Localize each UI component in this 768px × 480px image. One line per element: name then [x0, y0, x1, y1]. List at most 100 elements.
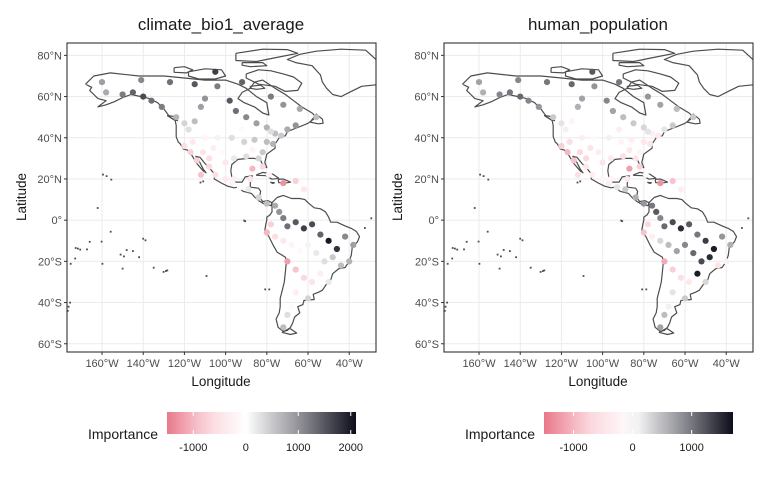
island-mark: [529, 266, 532, 269]
data-point: [103, 89, 110, 96]
data-point: [259, 149, 266, 156]
island-mark: [451, 257, 454, 260]
data-point: [657, 324, 664, 331]
data-point: [280, 237, 287, 244]
island-mark: [446, 262, 449, 265]
data-point: [193, 157, 200, 164]
data-point: [350, 241, 357, 248]
data-point: [723, 258, 730, 265]
data-point: [181, 120, 188, 127]
data-point: [653, 208, 660, 215]
data-point: [300, 274, 307, 281]
island-mark: [542, 270, 544, 272]
data-point: [140, 93, 147, 100]
coastline: [543, 114, 556, 122]
island-mark: [125, 249, 128, 251]
data-point: [197, 171, 204, 178]
data-point: [591, 83, 598, 90]
data-point: [191, 81, 198, 88]
island-mark: [77, 247, 79, 250]
legend-tick-label: -1000: [559, 442, 587, 454]
y-tick-label: 40°N: [37, 133, 62, 145]
legend-title: Importance: [465, 426, 535, 442]
legend-ticks: -1000 0 1000 2000: [179, 412, 363, 454]
x-tick-label: 40°W: [713, 358, 741, 370]
data-point: [249, 165, 256, 172]
legend-ticks: -1000 0 1000: [559, 412, 704, 454]
island-mark: [579, 180, 582, 183]
coastline-map: [444, 48, 753, 336]
data-point: [657, 215, 664, 222]
legend-tick-label: 2000: [339, 442, 363, 454]
data-point: [636, 149, 643, 156]
y-tick-label: 60°S: [415, 339, 439, 351]
data-point: [690, 114, 697, 121]
data-points: [98, 68, 357, 331]
island-mark: [123, 255, 125, 258]
y-tick-label: 80°N: [37, 50, 62, 62]
data-point: [267, 93, 274, 100]
coastline: [626, 84, 643, 90]
data-point: [284, 223, 291, 230]
data-point: [673, 248, 680, 255]
data-point: [292, 122, 299, 129]
legend-colorbar: [167, 412, 356, 434]
y-tick-label: 0°: [51, 215, 62, 227]
island-mark: [456, 248, 459, 251]
data-point: [292, 266, 299, 273]
data-point: [278, 132, 285, 139]
data-point: [284, 258, 291, 265]
island-mark: [142, 237, 145, 240]
island-mark: [88, 240, 91, 243]
island-mark: [264, 288, 267, 291]
data-point: [714, 262, 722, 269]
data-point: [661, 223, 668, 230]
y-axis-ticks: 80°N 60°N 40°N 20°N 0° 20°S 40°S 60°S: [37, 50, 67, 351]
data-point: [677, 186, 685, 193]
x-tick-label: 120°W: [168, 358, 202, 370]
coastline: [249, 84, 266, 90]
island-mark: [105, 175, 108, 177]
data-point: [475, 79, 483, 86]
data-point: [665, 241, 672, 248]
data-point: [226, 97, 233, 104]
data-point: [661, 311, 668, 318]
panel-climate-bio1-average: climate_bio1_average 80°N 60°N 40°N 20°N 0° 2…: [14, 15, 377, 454]
data-point: [263, 124, 270, 131]
x-tick-label: 100°W: [586, 358, 620, 370]
data-point: [197, 103, 204, 110]
data-point: [669, 266, 676, 273]
data-point: [632, 155, 639, 162]
data-point: [640, 229, 647, 236]
island-mark: [463, 248, 465, 251]
island-mark: [479, 173, 481, 176]
data-point: [138, 77, 145, 84]
data-point: [325, 237, 332, 244]
data-point: [280, 101, 287, 108]
coastline: [255, 171, 280, 180]
data-point: [239, 79, 246, 86]
y-tick-label: 0°: [428, 215, 439, 227]
x-tick-label: 80°W: [630, 358, 658, 370]
data-point: [263, 200, 270, 207]
data-point: [644, 93, 652, 100]
data-point: [706, 254, 713, 261]
panel-title: climate_bio1_average: [138, 15, 304, 34]
legend-tick-label: -1000: [179, 442, 207, 454]
data-point: [280, 180, 287, 187]
data-point: [265, 171, 272, 178]
data-point: [98, 79, 106, 86]
data-point: [222, 159, 229, 166]
coastline: [641, 194, 738, 332]
data-point: [649, 202, 656, 209]
island-mark: [102, 173, 104, 176]
island-mark: [138, 256, 140, 259]
data-point: [304, 241, 312, 248]
data-point: [636, 163, 643, 170]
data-point: [201, 95, 209, 102]
data-point: [618, 138, 625, 145]
island-mark: [509, 250, 511, 252]
data-point: [543, 79, 551, 86]
island-mark: [454, 247, 456, 250]
data-point: [243, 114, 250, 121]
